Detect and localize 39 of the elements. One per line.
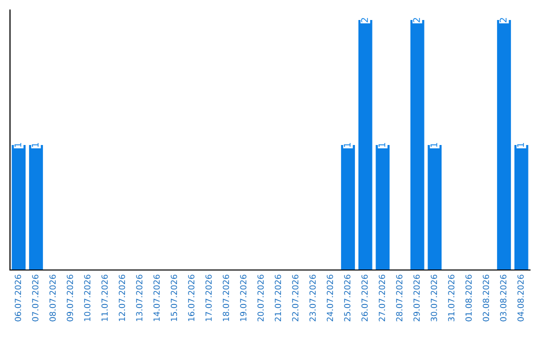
x-tick-label: 30.07.2026 (430, 274, 438, 322)
data-label: 2 (361, 18, 368, 22)
x-tick-label: 19.07.2026 (240, 274, 246, 321)
x-tick-label: 01.08.2026 (465, 274, 472, 322)
x-tick-label: 02.08.2026 (482, 274, 490, 322)
x-tick-label: 29.07.2026 (413, 274, 420, 322)
x-tick-label: 21.07.2026 (274, 274, 282, 322)
data-label: 1 (32, 142, 38, 147)
data-label: 1 (430, 142, 438, 147)
data-label: 1 (344, 142, 350, 147)
x-tick-label: 20.07.2026 (257, 274, 264, 322)
x-tick-label: 03.08.2026 (500, 274, 506, 322)
x-tick-label: 25.07.2026 (344, 274, 350, 322)
x-tick-label: 16.07.2026 (188, 274, 194, 321)
x-tick-label: 28.07.2026 (396, 274, 402, 322)
x-tick-label: 12.07.2026 (118, 274, 126, 321)
x-tick-label: 17.07.2026 (205, 274, 212, 321)
data-label: 1 (14, 142, 22, 147)
x-tick-label: 31.07.2026 (448, 274, 454, 322)
data-label: 1 (517, 142, 524, 147)
x-tick-label: 24.07.2026 (326, 274, 334, 322)
x-tick-label: 27.07.2026 (378, 274, 386, 322)
x-tick-label: 10.07.2026 (84, 274, 90, 321)
data-label: 2 (413, 18, 420, 22)
x-tick-label: 13.07.2026 (136, 274, 142, 321)
data-label: 1 (378, 142, 386, 147)
x-tick-label: 08.07.2026 (49, 274, 56, 322)
x-tick-label: 09.07.2026 (66, 274, 74, 322)
x-tick-label: 18.07.2026 (222, 274, 230, 321)
x-tick-label: 14.07.2026 (153, 274, 160, 321)
x-tick-label: 11.07.2026 (101, 274, 108, 321)
x-tick-label: 07.07.2026 (32, 274, 38, 322)
x-tick-label: 15.07.2026 (170, 274, 178, 321)
x-tick-label: 22.07.2026 (292, 274, 298, 322)
x-tick-label: 23.07.2026 (309, 274, 316, 322)
x-tick-label: 04.08.2026 (517, 274, 524, 322)
x-tick-label: 06.07.2026 (14, 274, 22, 322)
data-label: 2 (500, 18, 506, 22)
x-tick-label: 26.07.2026 (361, 274, 368, 322)
